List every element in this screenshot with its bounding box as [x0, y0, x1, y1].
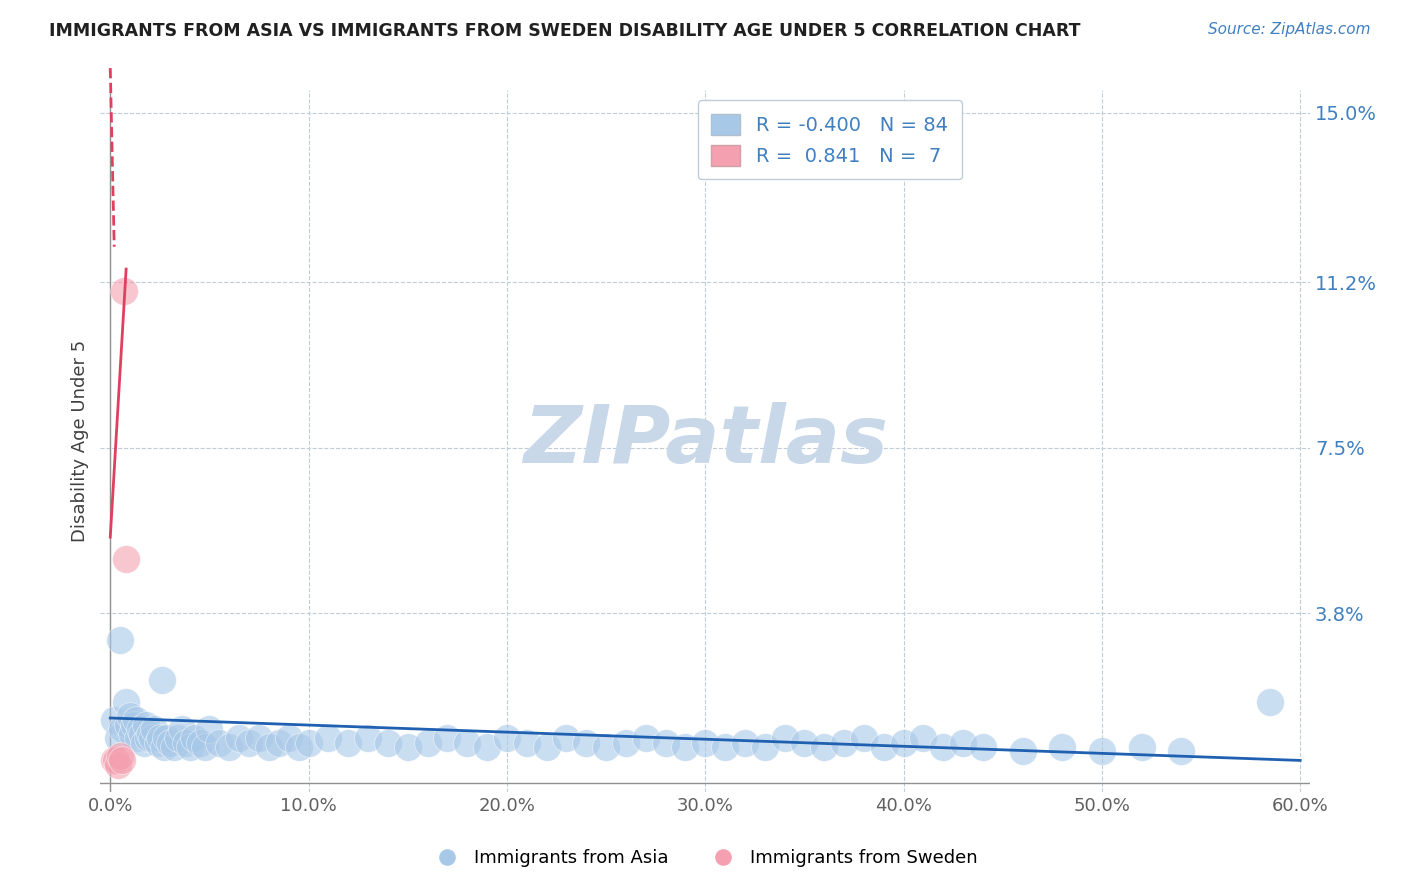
Point [247, 731, 270, 745]
Point [1260, 695, 1282, 709]
Point [396, 739, 419, 754]
Point [654, 735, 676, 749]
Point [1091, 744, 1114, 758]
Point [436, 731, 458, 745]
Point [179, 739, 201, 754]
Point [170, 722, 193, 736]
Point [117, 717, 139, 731]
Point [194, 739, 217, 754]
Point [108, 748, 131, 763]
Point [555, 731, 578, 745]
Point [135, 717, 157, 731]
Point [149, 731, 172, 745]
Point [108, 632, 131, 647]
Point [673, 739, 696, 754]
Point [813, 739, 835, 754]
Point [163, 739, 186, 754]
Point [695, 735, 717, 749]
Y-axis label: Disability Age Under 5: Disability Age Under 5 [72, 340, 89, 542]
Point [142, 722, 165, 736]
Point [595, 739, 617, 754]
Point [952, 735, 974, 749]
Point [773, 731, 796, 745]
Point [754, 739, 776, 754]
Text: Source: ZipAtlas.com: Source: ZipAtlas.com [1208, 22, 1371, 37]
Point [228, 731, 250, 745]
Point [634, 731, 657, 745]
Point [267, 735, 290, 749]
Point [972, 739, 994, 754]
Point [297, 735, 319, 749]
Point [456, 735, 478, 749]
Point [614, 735, 637, 749]
Point [115, 552, 138, 566]
Point [155, 731, 177, 745]
Text: ZIPatlas: ZIPatlas [523, 402, 887, 480]
Point [127, 731, 149, 745]
Point [575, 735, 598, 749]
Point [714, 739, 737, 754]
Point [416, 735, 439, 749]
Point [111, 722, 134, 736]
Point [103, 754, 125, 768]
Point [107, 758, 129, 772]
Point [475, 739, 498, 754]
Point [357, 731, 380, 745]
Point [287, 739, 309, 754]
Point [257, 739, 280, 754]
Point [139, 726, 162, 740]
Point [105, 754, 128, 768]
Point [516, 735, 538, 749]
Point [238, 735, 260, 749]
Point [131, 726, 153, 740]
Point [852, 731, 875, 745]
Point [188, 735, 211, 749]
Point [103, 713, 125, 727]
Point [1130, 739, 1153, 754]
Point [112, 285, 135, 299]
Point [277, 731, 299, 745]
Point [115, 695, 138, 709]
Point [912, 731, 935, 745]
Text: IMMIGRANTS FROM ASIA VS IMMIGRANTS FROM SWEDEN DISABILITY AGE UNDER 5 CORRELATIO: IMMIGRANTS FROM ASIA VS IMMIGRANTS FROM … [49, 22, 1081, 40]
Point [893, 735, 915, 749]
Legend: R = -0.400   N = 84, R =  0.841   N =  7: R = -0.400 N = 84, R = 0.841 N = 7 [697, 100, 962, 179]
Point [198, 722, 221, 736]
Point [208, 735, 231, 749]
Point [1050, 739, 1073, 754]
Point [793, 735, 815, 749]
Point [129, 722, 152, 736]
Point [146, 735, 169, 749]
Point [496, 731, 519, 745]
Point [136, 731, 159, 745]
Point [536, 739, 558, 754]
Point [1011, 744, 1033, 758]
Point [159, 735, 181, 749]
Point [107, 731, 129, 745]
Point [120, 708, 142, 723]
Point [132, 735, 155, 749]
Point [141, 731, 163, 745]
Point [125, 713, 148, 727]
Legend: Immigrants from Asia, Immigrants from Sweden: Immigrants from Asia, Immigrants from Sw… [422, 842, 984, 874]
Point [174, 735, 197, 749]
Point [150, 673, 173, 687]
Point [166, 731, 188, 745]
Point [377, 735, 399, 749]
Point [832, 735, 855, 749]
Point [183, 731, 205, 745]
Point [932, 739, 955, 754]
Point [111, 754, 134, 768]
Point [121, 726, 143, 740]
Point [337, 735, 360, 749]
Point [153, 739, 176, 754]
Point [318, 731, 340, 745]
Point [734, 735, 756, 749]
Point [122, 717, 145, 731]
Point [873, 739, 896, 754]
Point [218, 739, 240, 754]
Point [1170, 744, 1192, 758]
